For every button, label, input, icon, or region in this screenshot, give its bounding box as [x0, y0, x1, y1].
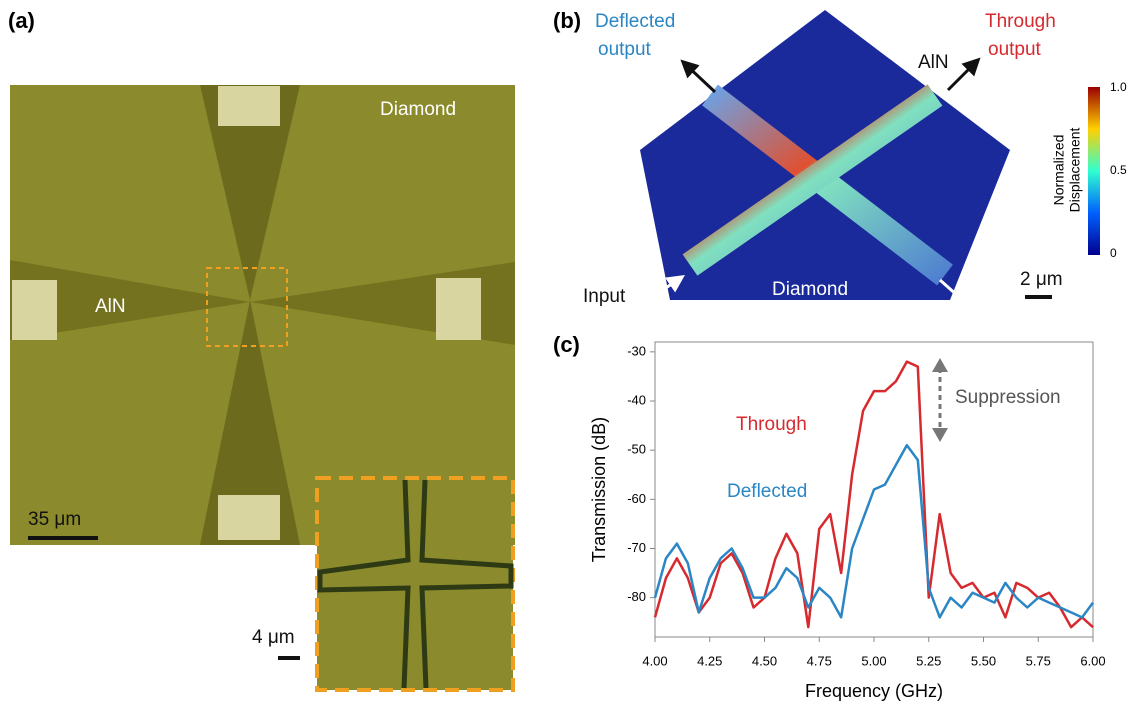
label: AlN — [918, 52, 949, 73]
chart: 4.00 4.25 4.50 4.75 5.00 5.25 5.50 5.75 6.00 -80 -… — [589, 342, 1106, 701]
label: output — [598, 39, 652, 60]
panel-label: (c) — [553, 332, 580, 357]
x-tick-label: 5.75 — [1026, 653, 1051, 668]
x-axis-label: Frequency (GHz) — [805, 681, 943, 701]
colorbar-title: Normalized — [1051, 135, 1067, 206]
x-tick-label: 5.00 — [861, 653, 886, 668]
y-tick-label: -40 — [627, 392, 646, 407]
x-tick-label: 6.00 — [1080, 653, 1105, 668]
y-tick-label: -70 — [627, 540, 646, 555]
y-tick-label: -30 — [627, 343, 646, 358]
label: Diamond — [772, 279, 848, 300]
label: output — [988, 39, 1042, 60]
label: Diamond — [380, 99, 456, 120]
scale-label: 35 μm — [28, 509, 81, 530]
colorbar-tick: 1.0 — [1110, 80, 1127, 94]
idt — [218, 495, 280, 540]
inset — [317, 478, 513, 690]
x-tick-label: 5.50 — [971, 653, 996, 668]
x-tick-label: 4.00 — [642, 653, 667, 668]
y-tick-label: -50 — [627, 442, 646, 457]
annotation: Suppression — [955, 387, 1061, 408]
x-tick-label: 4.25 — [697, 653, 722, 668]
label: Deflected — [595, 11, 675, 32]
arrow — [948, 60, 978, 90]
y-tick-label: -80 — [627, 589, 646, 604]
label: Input — [583, 286, 626, 307]
colorbar-tick: 0 — [1110, 246, 1117, 260]
scale-label: 2 μm — [1020, 269, 1063, 290]
x-tick-label: 4.50 — [752, 653, 777, 668]
label: AlN — [95, 296, 126, 317]
scale-label: 4 μm — [252, 627, 295, 648]
idt — [218, 86, 280, 126]
colorbar-title: Displacement — [1067, 127, 1083, 212]
panel-label: (b) — [553, 8, 581, 33]
series-label: Deflected — [727, 481, 807, 502]
series-label: Through — [736, 414, 807, 435]
y-axis-label: Transmission (dB) — [589, 417, 609, 562]
arrow — [683, 62, 715, 92]
colorbar-tick: 0.5 — [1110, 163, 1127, 177]
y-tick-label: -60 — [627, 491, 646, 506]
colorbar — [1088, 87, 1100, 255]
idt — [436, 278, 481, 340]
idt — [12, 280, 57, 340]
label: Through — [985, 11, 1056, 32]
x-tick-label: 4.75 — [807, 653, 832, 668]
figure: (a) Diamond AlN 35 μm 4 μm (b) Deflected… — [0, 0, 1130, 708]
x-tick-label: 5.25 — [916, 653, 941, 668]
panel-label: (a) — [8, 8, 35, 33]
series-line — [655, 445, 1093, 617]
